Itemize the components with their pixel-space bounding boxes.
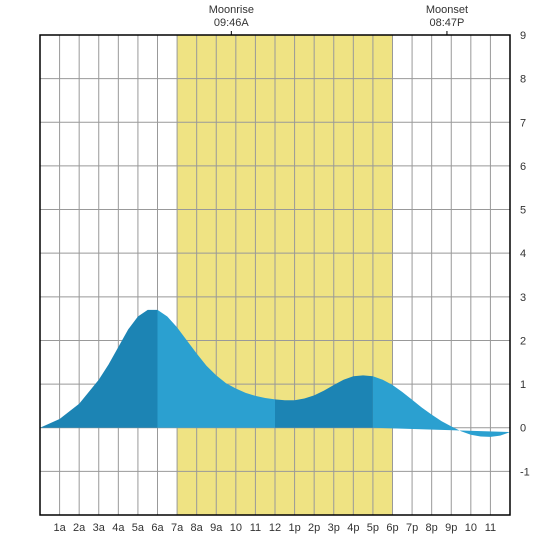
annotation-value: 08:47P — [430, 17, 465, 29]
y-tick-label: 7 — [520, 117, 526, 129]
x-tick-label: 3a — [93, 522, 106, 534]
x-tick-label: 12 — [269, 522, 281, 534]
x-tick-label: 7p — [406, 522, 418, 534]
y-tick-label: 2 — [520, 335, 526, 347]
x-tick-label: 9p — [445, 522, 457, 534]
chart-svg: Moonrise09:46A Moonset08:47P 1a 2a 3a 4a 5a 6a 7… — [0, 0, 550, 550]
x-tick-label: 2a — [73, 522, 86, 534]
x-tick-label: 11 — [250, 522, 261, 534]
x-tick-label: 7a — [171, 522, 184, 534]
x-tick-label: 5a — [132, 522, 145, 534]
x-tick-label: 5p — [367, 522, 379, 534]
x-tick-label: 4p — [347, 522, 359, 534]
x-tick-label: 6p — [386, 522, 398, 534]
y-tick-label: -1 — [520, 466, 530, 478]
x-tick-label: 8a — [191, 522, 204, 534]
daylight-band — [177, 35, 392, 515]
y-tick-label: 9 — [520, 30, 526, 42]
x-tick-label: 2p — [308, 522, 320, 534]
y-tick-label: 8 — [520, 74, 526, 86]
y-tick-label: 1 — [520, 379, 526, 391]
annotation-title: Moonset — [426, 4, 468, 16]
y-tick-label: 6 — [520, 161, 526, 173]
x-tick-label: 8p — [426, 522, 438, 534]
x-tick-label: 1a — [53, 522, 66, 534]
annotation-value: 09:46A — [214, 17, 250, 29]
x-tick-label: 11 — [485, 522, 496, 534]
x-tick-label: 10 — [230, 522, 242, 534]
x-tick-label: 1p — [288, 522, 300, 534]
x-tick-label: 9a — [210, 522, 223, 534]
y-tick-label: 0 — [520, 423, 526, 435]
x-tick-label: 4a — [112, 522, 125, 534]
y-tick-label: 4 — [520, 248, 526, 260]
annotation-title: Moonrise — [209, 4, 254, 16]
y-tick-label: 3 — [520, 292, 526, 304]
x-tick-label: 10 — [465, 522, 477, 534]
y-tick-label: 5 — [520, 205, 526, 217]
tide-chart: Moonrise09:46A Moonset08:47P 1a 2a 3a 4a 5a 6a 7… — [0, 0, 550, 550]
x-tick-label: 6a — [151, 522, 164, 534]
x-tick-label: 3p — [328, 522, 340, 534]
